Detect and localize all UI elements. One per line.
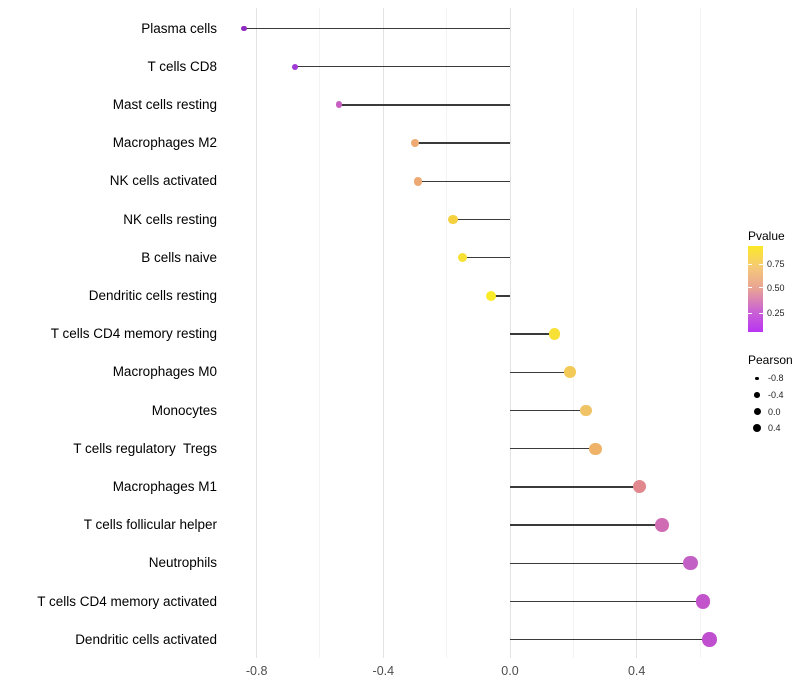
lollipop-point bbox=[241, 25, 247, 31]
minor-gridline bbox=[572, 8, 574, 658]
pearson-legend-label: 0.0 bbox=[768, 406, 781, 417]
y-axis-label: Dendritic cells activated bbox=[75, 631, 217, 647]
lollipop-point bbox=[335, 101, 343, 109]
lollipop-stem bbox=[452, 218, 510, 221]
minor-gridline bbox=[446, 8, 448, 658]
pearson-legend-dot bbox=[754, 392, 760, 398]
major-gridline bbox=[382, 8, 384, 658]
lollipop-stem bbox=[414, 142, 510, 144]
major-gridline bbox=[636, 8, 638, 658]
pvalue-tick-mark bbox=[759, 287, 763, 289]
lollipop-point bbox=[413, 177, 423, 186]
lollipop-stem bbox=[294, 66, 510, 68]
lollipop-stem bbox=[510, 524, 662, 526]
y-axis-label: Macrophages M1 bbox=[112, 478, 217, 494]
lollipop-point bbox=[633, 480, 647, 494]
y-axis-label: T cells follicular helper bbox=[83, 517, 217, 533]
pvalue-tick-label: 0.50 bbox=[767, 282, 785, 293]
x-tick-label: 0.0 bbox=[501, 664, 519, 678]
x-tick-label: -0.8 bbox=[245, 664, 268, 678]
lollipop-stem bbox=[338, 104, 510, 106]
lollipop-point bbox=[683, 556, 698, 571]
pvalue-tick-mark bbox=[748, 287, 752, 289]
y-axis-label: T cells CD4 memory activated bbox=[37, 593, 217, 609]
y-axis-label: NK cells activated bbox=[109, 173, 217, 189]
y-axis-label: T cells CD8 bbox=[147, 58, 217, 74]
lollipop-point bbox=[696, 594, 711, 609]
lollipop-stem bbox=[510, 639, 710, 641]
pvalue-tick-mark bbox=[759, 263, 763, 265]
lollipop-stem bbox=[510, 562, 691, 564]
y-axis-label: T cells CD4 memory resting bbox=[50, 326, 217, 342]
lollipop-stem bbox=[510, 409, 586, 412]
lollipop-point bbox=[589, 442, 602, 455]
pvalue-tick-mark bbox=[748, 312, 752, 314]
y-axis-label: B cells naive bbox=[141, 249, 217, 265]
y-axis-label: Monocytes bbox=[151, 402, 217, 418]
pvalue-tick-mark bbox=[748, 263, 752, 265]
lollipop-stem bbox=[510, 600, 704, 603]
lollipop-stem bbox=[510, 333, 555, 335]
pearson-legend-label: -0.4 bbox=[768, 390, 784, 400]
lollipop-point bbox=[291, 63, 298, 70]
lollipop-point bbox=[702, 632, 717, 647]
pvalue-tick-label: 0.75 bbox=[767, 259, 785, 270]
lollipop-stem bbox=[462, 257, 510, 259]
lollipop-stem bbox=[418, 180, 510, 182]
y-axis-label: Mast cells resting bbox=[112, 96, 217, 112]
lollipop-point bbox=[457, 252, 468, 263]
y-axis-label: Dendritic cells resting bbox=[88, 287, 217, 303]
pearson-legend-title: Pearson bbox=[748, 353, 793, 367]
y-axis-label: Neutrophils bbox=[148, 555, 217, 571]
major-gridline bbox=[256, 8, 258, 658]
lollipop-point bbox=[580, 404, 592, 417]
lollipop-stem bbox=[510, 371, 571, 373]
pvalue-tick-mark bbox=[759, 312, 763, 314]
pearson-legend-label: 0.4 bbox=[768, 423, 781, 434]
pearson-legend-dot bbox=[753, 408, 761, 416]
lollipop-point bbox=[548, 328, 560, 340]
pearson-legend-dot bbox=[752, 424, 762, 433]
y-axis-label: Plasma cells bbox=[141, 20, 217, 36]
y-axis-label: Macrophages M2 bbox=[112, 135, 217, 151]
lollipop-stem bbox=[510, 448, 596, 450]
y-axis-label: NK cells resting bbox=[123, 211, 217, 227]
pvalue-tick-label: 0.25 bbox=[767, 308, 785, 319]
major-gridline bbox=[509, 8, 511, 658]
lollipop-point bbox=[564, 366, 576, 379]
lollipop-point bbox=[410, 138, 420, 148]
lollipop-point bbox=[448, 214, 458, 225]
lollipop-stem bbox=[510, 486, 640, 488]
pearson-legend-label: -0.8 bbox=[768, 373, 784, 384]
lollipop-point bbox=[485, 290, 496, 301]
pearson-legend-dot bbox=[755, 376, 759, 380]
x-tick-label: 0.4 bbox=[627, 664, 646, 678]
pvalue-colorbar bbox=[748, 246, 763, 332]
y-axis-label: T cells regulatory Tregs bbox=[73, 440, 217, 456]
y-axis-label: Macrophages M0 bbox=[112, 364, 217, 380]
pvalue-legend-title: Pvalue bbox=[748, 229, 785, 243]
lollipop-stem bbox=[490, 295, 510, 297]
lollipop-stem bbox=[243, 27, 510, 30]
x-tick-label: -0.4 bbox=[372, 664, 395, 678]
lollipop-point bbox=[655, 518, 669, 532]
minor-gridline bbox=[319, 8, 321, 658]
minor-gridline bbox=[699, 8, 701, 658]
